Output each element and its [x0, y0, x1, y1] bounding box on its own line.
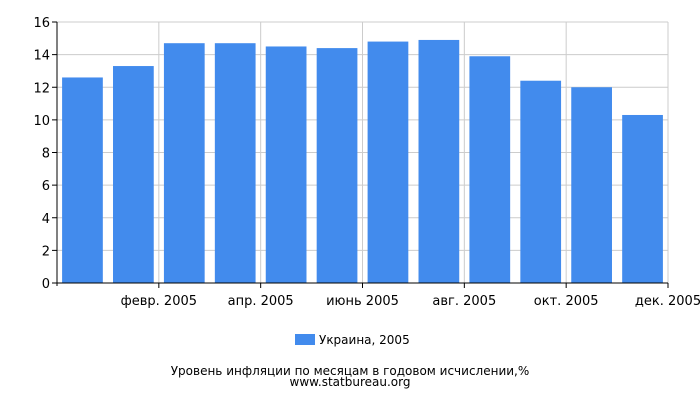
y-tick-label: 12: [33, 81, 50, 96]
y-tick-label: 2: [42, 244, 50, 259]
bar: [520, 80, 562, 283]
y-tick-label: 8: [42, 147, 50, 162]
bars: [62, 39, 663, 284]
y-tick-label: 14: [33, 49, 50, 64]
y-tick-label: 4: [42, 212, 50, 227]
y-tick-label: 10: [33, 114, 50, 129]
chart-caption: Уровень инфляции по месяцам в годовом ис…: [171, 364, 530, 378]
bar: [622, 114, 663, 283]
source-url: www.statbureau.org: [290, 375, 411, 389]
bar: [571, 87, 612, 283]
y-tick-label: 16: [33, 16, 50, 31]
axes: 0 2 4 6 8 10 12 14 16 февр. 2005 апр. 2005 июнь 200…: [33, 16, 700, 309]
legend-swatch: [295, 334, 315, 345]
x-tick-label: авг. 2005: [432, 294, 496, 309]
bar: [113, 66, 154, 283]
bar: [367, 41, 409, 284]
y-tick-label: 0: [42, 277, 50, 292]
bar: [316, 48, 358, 283]
x-tick-label: июнь 2005: [326, 294, 399, 309]
legend: Украина, 2005: [295, 333, 410, 347]
y-tick-label: 6: [42, 179, 50, 194]
bar: [214, 43, 256, 283]
bar: [62, 77, 103, 284]
x-tick-label: дек. 2005: [635, 294, 700, 309]
bar: [265, 46, 307, 283]
legend-label: Украина, 2005: [319, 333, 410, 347]
x-tick-label: февр. 2005: [121, 294, 197, 309]
bar: [469, 56, 511, 283]
bar: [418, 39, 460, 283]
grid-lines: [57, 21, 669, 283]
x-tick-label: апр. 2005: [228, 294, 294, 309]
bar: [163, 43, 205, 283]
x-tick-label: окт. 2005: [534, 294, 599, 309]
